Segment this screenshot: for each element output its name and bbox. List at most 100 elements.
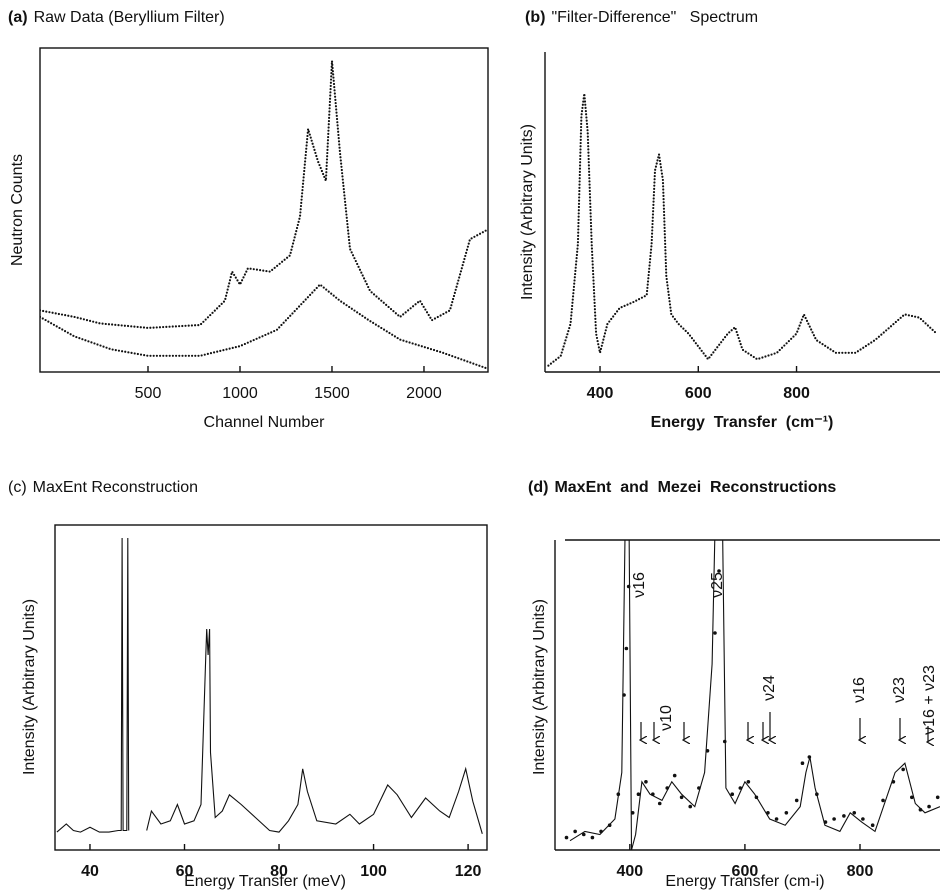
- x-tick-label: 40: [81, 863, 99, 880]
- panel-label: (a): [8, 9, 28, 26]
- panel-title: MaxEnt Reconstruction: [33, 479, 198, 496]
- data-point: [573, 829, 577, 834]
- data-point: [794, 798, 799, 803]
- panel-label: (d): [528, 479, 548, 496]
- data-point: [564, 835, 569, 840]
- data-point: [713, 631, 717, 635]
- peak-annotation: ν23: [891, 677, 908, 703]
- data-point: [644, 780, 648, 784]
- data-point: [651, 792, 655, 796]
- data-point: [891, 780, 896, 784]
- data-point: [624, 646, 629, 651]
- data-point: [665, 786, 670, 790]
- data-point: [754, 795, 759, 800]
- data-point: [657, 801, 662, 806]
- series-line: [569, 540, 940, 851]
- data-point: [823, 820, 828, 824]
- data-point: [581, 832, 586, 837]
- data-point: [672, 773, 677, 778]
- plot-area: [40, 60, 488, 370]
- data-point: [800, 761, 805, 765]
- data-point: [842, 814, 846, 818]
- data-point: [679, 795, 684, 800]
- data-point: [918, 807, 923, 812]
- x-tick-label: 600: [732, 863, 759, 880]
- peak-annotation: ν16: [631, 572, 648, 598]
- data-point: [626, 584, 631, 589]
- x-tick-label: 800: [847, 863, 874, 880]
- y-axis-label: Intensity (Arbitrary Units): [531, 599, 548, 775]
- peak-annotation: ν10: [658, 705, 675, 731]
- data-point: [901, 767, 905, 772]
- data-point: [746, 780, 751, 784]
- peak-annotation: ν25: [709, 572, 726, 598]
- panel: (d) MaxEnt and Mezei Reconstructions Inten…: [528, 479, 940, 890]
- x-tick-label: 80: [270, 863, 288, 880]
- data-point: [861, 817, 865, 821]
- data-point: [807, 755, 812, 759]
- plot-area: [547, 93, 938, 367]
- peak-annotation: ν16: [851, 677, 868, 703]
- data-point: [766, 811, 770, 815]
- x-axis-label: Channel Number: [204, 414, 326, 431]
- dotted-series: [40, 60, 488, 330]
- data-point: [630, 811, 635, 815]
- plot-frame: [54, 524, 488, 851]
- data-point: [774, 817, 779, 821]
- data-point: [599, 829, 603, 834]
- plot-area: [564, 540, 940, 851]
- panel-label: (c): [8, 479, 27, 496]
- plot-frame: [39, 47, 489, 373]
- y-axis-label: Intensity (Arbitrary Units): [21, 599, 38, 775]
- peak-annotation: ν16 + ν23: [921, 665, 938, 735]
- data-point: [815, 792, 819, 796]
- peak-annotation: ν24: [761, 675, 778, 701]
- data-point: [832, 817, 836, 821]
- data-point: [881, 798, 885, 803]
- panel: (a) Raw Data (Beryllium Filter) Neutron Co…: [8, 9, 489, 431]
- data-point: [705, 749, 710, 753]
- data-point: [935, 795, 940, 800]
- data-point: [622, 693, 626, 697]
- data-point: [738, 786, 743, 790]
- y-axis-label: Neutron Counts: [9, 154, 26, 266]
- y-axis-label: Intensity (Arbitrary Units): [519, 124, 536, 300]
- x-tick-label: 100: [360, 863, 387, 880]
- data-point: [870, 823, 875, 827]
- panel-title: "Filter-Difference" Spectrum: [551, 9, 758, 26]
- x-axis-label: Energy Transfer (cm⁻¹): [651, 414, 834, 431]
- dotted-series: [547, 93, 938, 367]
- x-axis-label: Energy Transfer (meV): [184, 873, 346, 890]
- data-point: [636, 792, 641, 796]
- data-point: [852, 811, 857, 815]
- x-tick-label: 800: [783, 385, 810, 402]
- x-tick-label: 1000: [222, 385, 258, 402]
- data-point: [616, 792, 621, 796]
- panel: (c) MaxEnt Reconstruction Intensity (Arbit…: [8, 479, 488, 890]
- data-point: [910, 795, 914, 800]
- x-axis-label: Energy Transfer (cm-i): [665, 873, 824, 890]
- x-tick-label: 400: [616, 863, 643, 880]
- x-tick-label: 2000: [406, 385, 442, 402]
- panel-title: Raw Data (Beryllium Filter): [34, 9, 225, 26]
- data-point: [697, 786, 701, 790]
- x-tick-label: 60: [176, 863, 194, 880]
- data-point: [784, 811, 789, 815]
- x-tick-label: 400: [587, 385, 614, 402]
- dotted-series: [40, 283, 488, 370]
- data-point: [717, 569, 721, 573]
- x-tick-label: 600: [685, 385, 712, 402]
- plot-area: [56, 537, 483, 834]
- data-point: [688, 804, 693, 809]
- x-tick-label: 1500: [314, 385, 350, 402]
- panel-label: (b): [525, 9, 545, 26]
- data-point: [730, 792, 735, 796]
- panel-title: MaxEnt and Mezei Reconstructions: [554, 479, 836, 496]
- data-point: [607, 823, 612, 827]
- data-point: [590, 835, 595, 840]
- panel: (b) "Filter-Difference" Spectrum Intensity…: [519, 9, 940, 431]
- x-tick-label: 120: [455, 863, 482, 880]
- x-tick-label: 500: [135, 385, 162, 402]
- series-line: [56, 537, 483, 834]
